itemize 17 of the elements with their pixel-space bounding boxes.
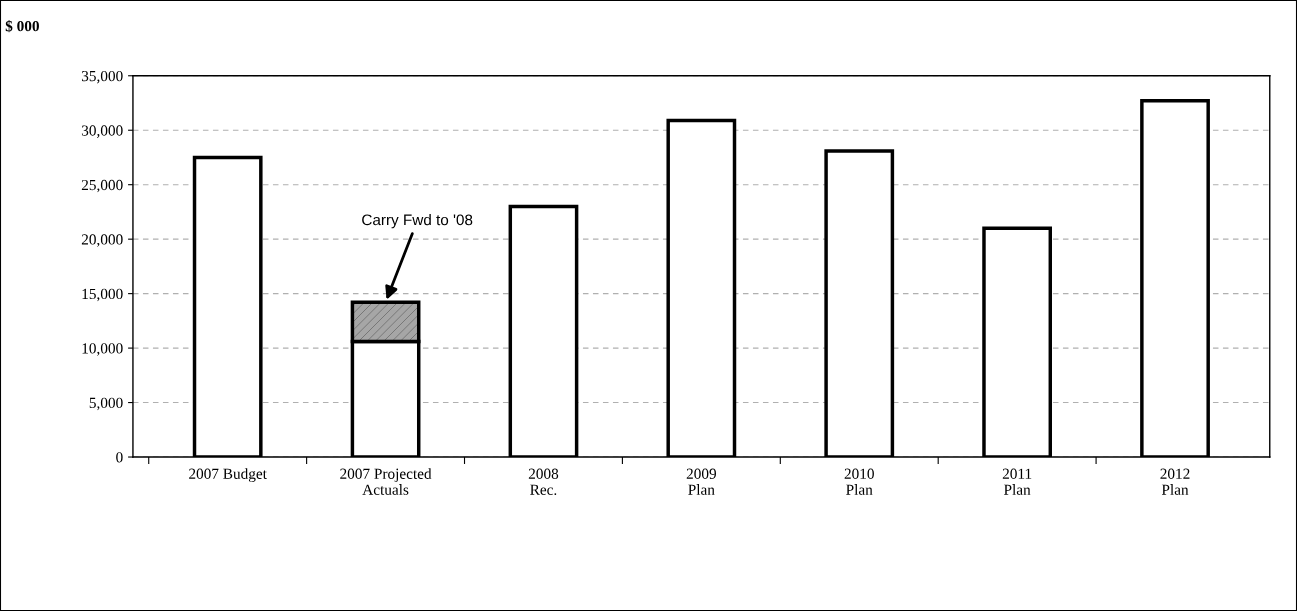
x-tick-label: 2009 Plan xyxy=(686,468,717,495)
x-tick-label: 2007 Budget xyxy=(189,468,267,483)
y-tick-label: 35,000 xyxy=(81,70,123,84)
y-tick-label: 15,000 xyxy=(82,288,123,302)
x-tick-label: 2007 Projected Actuals xyxy=(340,468,432,495)
y-axis-title: $ 000 xyxy=(5,20,39,33)
y-tick-label: 30,000 xyxy=(81,125,123,138)
y-tick-label: 5,000 xyxy=(89,397,123,411)
x-tick-label: 2008 Rec. xyxy=(528,468,559,495)
x-tick-label: 2011 Plan xyxy=(1002,468,1032,495)
annotation: Carry Fwd to '08 xyxy=(362,214,473,229)
y-tick-label: 10,000 xyxy=(82,343,123,356)
x-tick-label: 2010 Plan xyxy=(844,468,874,495)
y-tick-label: 25,000 xyxy=(81,179,123,193)
y-tick-label: 20,000 xyxy=(81,234,123,247)
y-tick-label: 0 xyxy=(116,452,123,463)
x-tick-label: 2012 Plan xyxy=(1160,468,1190,495)
